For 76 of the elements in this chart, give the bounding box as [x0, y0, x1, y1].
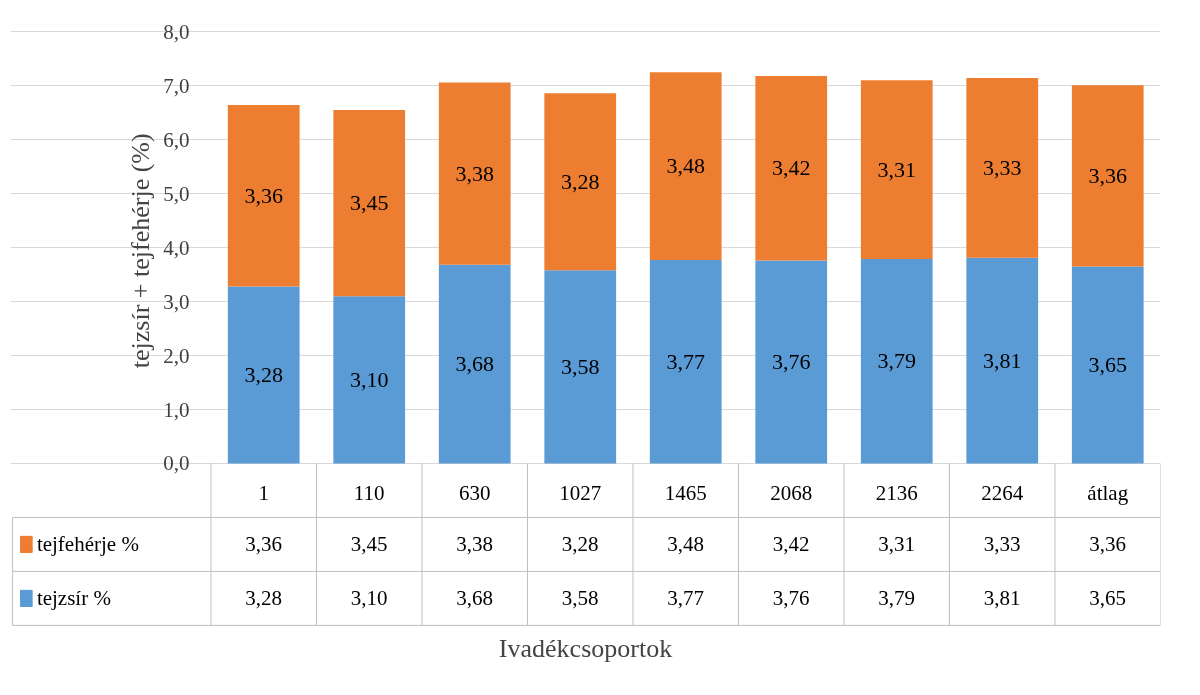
text: 3,76	[771, 349, 811, 375]
data-label: 3,81	[983, 586, 1021, 611]
data-label: 3,28	[245, 586, 283, 611]
bar	[438, 82, 511, 265]
bar	[860, 80, 933, 259]
data-label: 3,76	[772, 586, 810, 611]
y-tick-label: 4,0	[163, 235, 190, 260]
data-label: 3,28	[561, 532, 599, 557]
y-tick-label: 5,0	[163, 181, 190, 206]
y-tick-label: 6,0	[163, 127, 190, 152]
bar	[544, 270, 617, 464]
text: 3,36	[244, 182, 283, 208]
bar	[860, 258, 933, 464]
text: 3,45	[349, 190, 389, 216]
data-label: 3,36	[1089, 532, 1127, 557]
bar	[649, 72, 722, 260]
text: 3,31	[877, 156, 916, 182]
text: 3,79	[877, 348, 916, 374]
data-label: 3,38	[456, 532, 494, 557]
text: 3,81	[982, 347, 1022, 373]
bar	[966, 78, 1039, 258]
bar	[755, 75, 828, 261]
x-tick-label: 2136	[875, 481, 918, 506]
y-tick-label: 8,0	[163, 19, 190, 44]
data-label: 3,45	[350, 532, 388, 557]
x-tick-label: 1465	[664, 481, 707, 506]
x-tick-label: 2264	[981, 481, 1024, 506]
data-label: 3,58	[561, 586, 599, 611]
bar	[1071, 85, 1144, 267]
text: 3,33	[982, 154, 1022, 180]
text: 3,65	[1088, 351, 1127, 377]
data-label: 3,79	[878, 586, 916, 611]
text: 3,28	[244, 361, 283, 387]
text: 3,68	[455, 351, 494, 377]
y-tick-label: 2,0	[163, 343, 190, 368]
text: 3,48	[666, 153, 705, 179]
text: 3,38	[455, 160, 494, 186]
y-axis-title: tejzsír + tejfehérje (%)	[126, 133, 156, 369]
bar	[966, 257, 1039, 464]
text: 3,77	[666, 348, 705, 374]
text: 3,58	[560, 353, 600, 379]
data-label: 3,36	[245, 532, 283, 557]
data-label: 3,68	[456, 586, 494, 611]
bar	[755, 260, 828, 464]
bar	[438, 264, 511, 464]
data-label: 3,48	[667, 532, 705, 557]
data-label: 3,42	[772, 532, 810, 557]
data-label: 3,77	[667, 586, 705, 611]
text: 3,42	[771, 155, 811, 181]
bar	[544, 93, 617, 271]
x-tick-label: 1027	[559, 481, 602, 506]
text: 3,28	[560, 168, 600, 194]
x-tick-label: 2068	[770, 481, 813, 506]
text: 3,10	[349, 366, 389, 392]
y-tick-label: 0,0	[163, 451, 190, 476]
bar	[227, 286, 300, 464]
data-label: 3,31	[878, 532, 916, 557]
y-tick-label: 7,0	[163, 73, 190, 98]
x-tick-label: átlag	[1087, 481, 1129, 506]
x-tick-label: 630	[458, 481, 491, 506]
data-label: 3,65	[1089, 586, 1127, 611]
bar	[649, 260, 722, 464]
legend-label: tejzsír %	[36, 586, 111, 611]
x-tick-label: 1	[258, 481, 269, 506]
x-axis-title: Ivadékcsoportok	[498, 633, 673, 663]
y-tick-label: 1,0	[163, 397, 190, 422]
data-label: 3,33	[983, 532, 1021, 557]
bar	[333, 296, 406, 464]
bar	[333, 109, 406, 297]
bar	[227, 105, 300, 287]
legend-label: tejfehérje %	[36, 532, 139, 557]
y-tick-label: 3,0	[163, 289, 190, 314]
text: 3,36	[1088, 162, 1127, 188]
data-label: 3,10	[350, 586, 388, 611]
bar	[1071, 266, 1144, 464]
x-tick-label: 110	[353, 481, 385, 506]
